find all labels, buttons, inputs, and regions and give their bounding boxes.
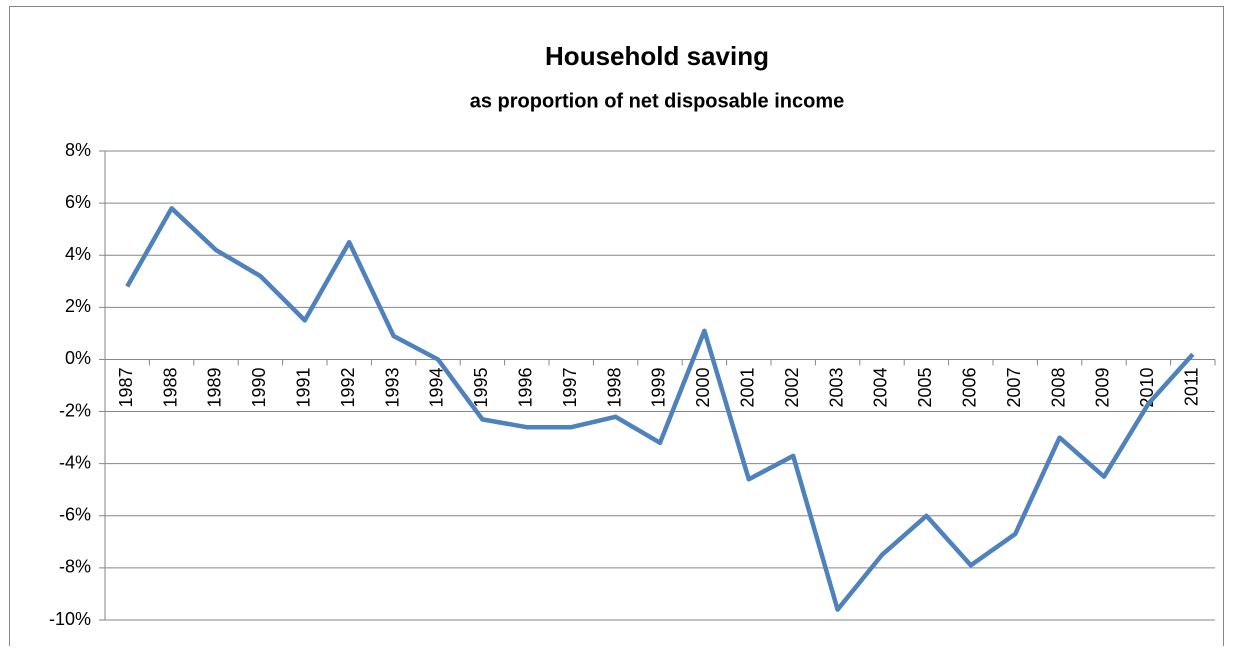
chart-subtitle: as proportion of net disposable income xyxy=(470,90,844,112)
x-tick-label: 2002 xyxy=(782,367,802,407)
x-tick-label: 1999 xyxy=(649,367,669,407)
y-tick-label: -2% xyxy=(59,400,91,420)
x-tick-label: 2003 xyxy=(826,367,846,407)
x-tick-label: 2007 xyxy=(1004,367,1024,407)
x-tick-label: 1998 xyxy=(604,367,624,407)
x-tick-label: 1993 xyxy=(382,367,402,407)
y-tick-label: -10% xyxy=(49,609,91,629)
x-tick-label: 1988 xyxy=(160,367,180,407)
x-tick-label: 2008 xyxy=(1048,367,1068,407)
x-tick-label: 1996 xyxy=(516,367,536,407)
y-tick-label: -4% xyxy=(59,452,91,472)
chart-title: Household saving xyxy=(545,41,769,71)
x-tick-label: 1989 xyxy=(205,367,225,407)
chart-border xyxy=(9,6,1224,651)
x-tick-label: 2010 xyxy=(1137,367,1157,407)
x-tick-label: 1990 xyxy=(249,367,269,407)
x-tick-label: 1992 xyxy=(338,367,358,407)
y-tick-label: 6% xyxy=(65,192,91,212)
x-tick-label: 1991 xyxy=(294,367,314,407)
y-tick-label: -8% xyxy=(59,557,91,577)
y-tick-label: 8% xyxy=(65,140,91,160)
x-tick-label: 2005 xyxy=(915,367,935,407)
x-tick-label: 2011 xyxy=(1182,367,1202,406)
x-tick-label: 2006 xyxy=(960,367,980,407)
x-tick-label: 2000 xyxy=(693,367,713,407)
y-tick-label: 0% xyxy=(65,348,91,368)
x-tick-label: 2004 xyxy=(871,367,891,407)
y-tick-label: -6% xyxy=(59,505,91,525)
x-tick-label: 1997 xyxy=(560,367,580,407)
x-tick-label: 1995 xyxy=(471,367,491,407)
x-tick-label: 2009 xyxy=(1093,367,1113,407)
x-tick-label: 1994 xyxy=(427,367,447,407)
data-line xyxy=(125,206,1195,612)
y-tick-label: 2% xyxy=(65,296,91,316)
y-tick-label: 4% xyxy=(65,244,91,264)
x-tick-label: 2001 xyxy=(738,367,758,407)
x-tick-label: 1987 xyxy=(116,367,136,407)
